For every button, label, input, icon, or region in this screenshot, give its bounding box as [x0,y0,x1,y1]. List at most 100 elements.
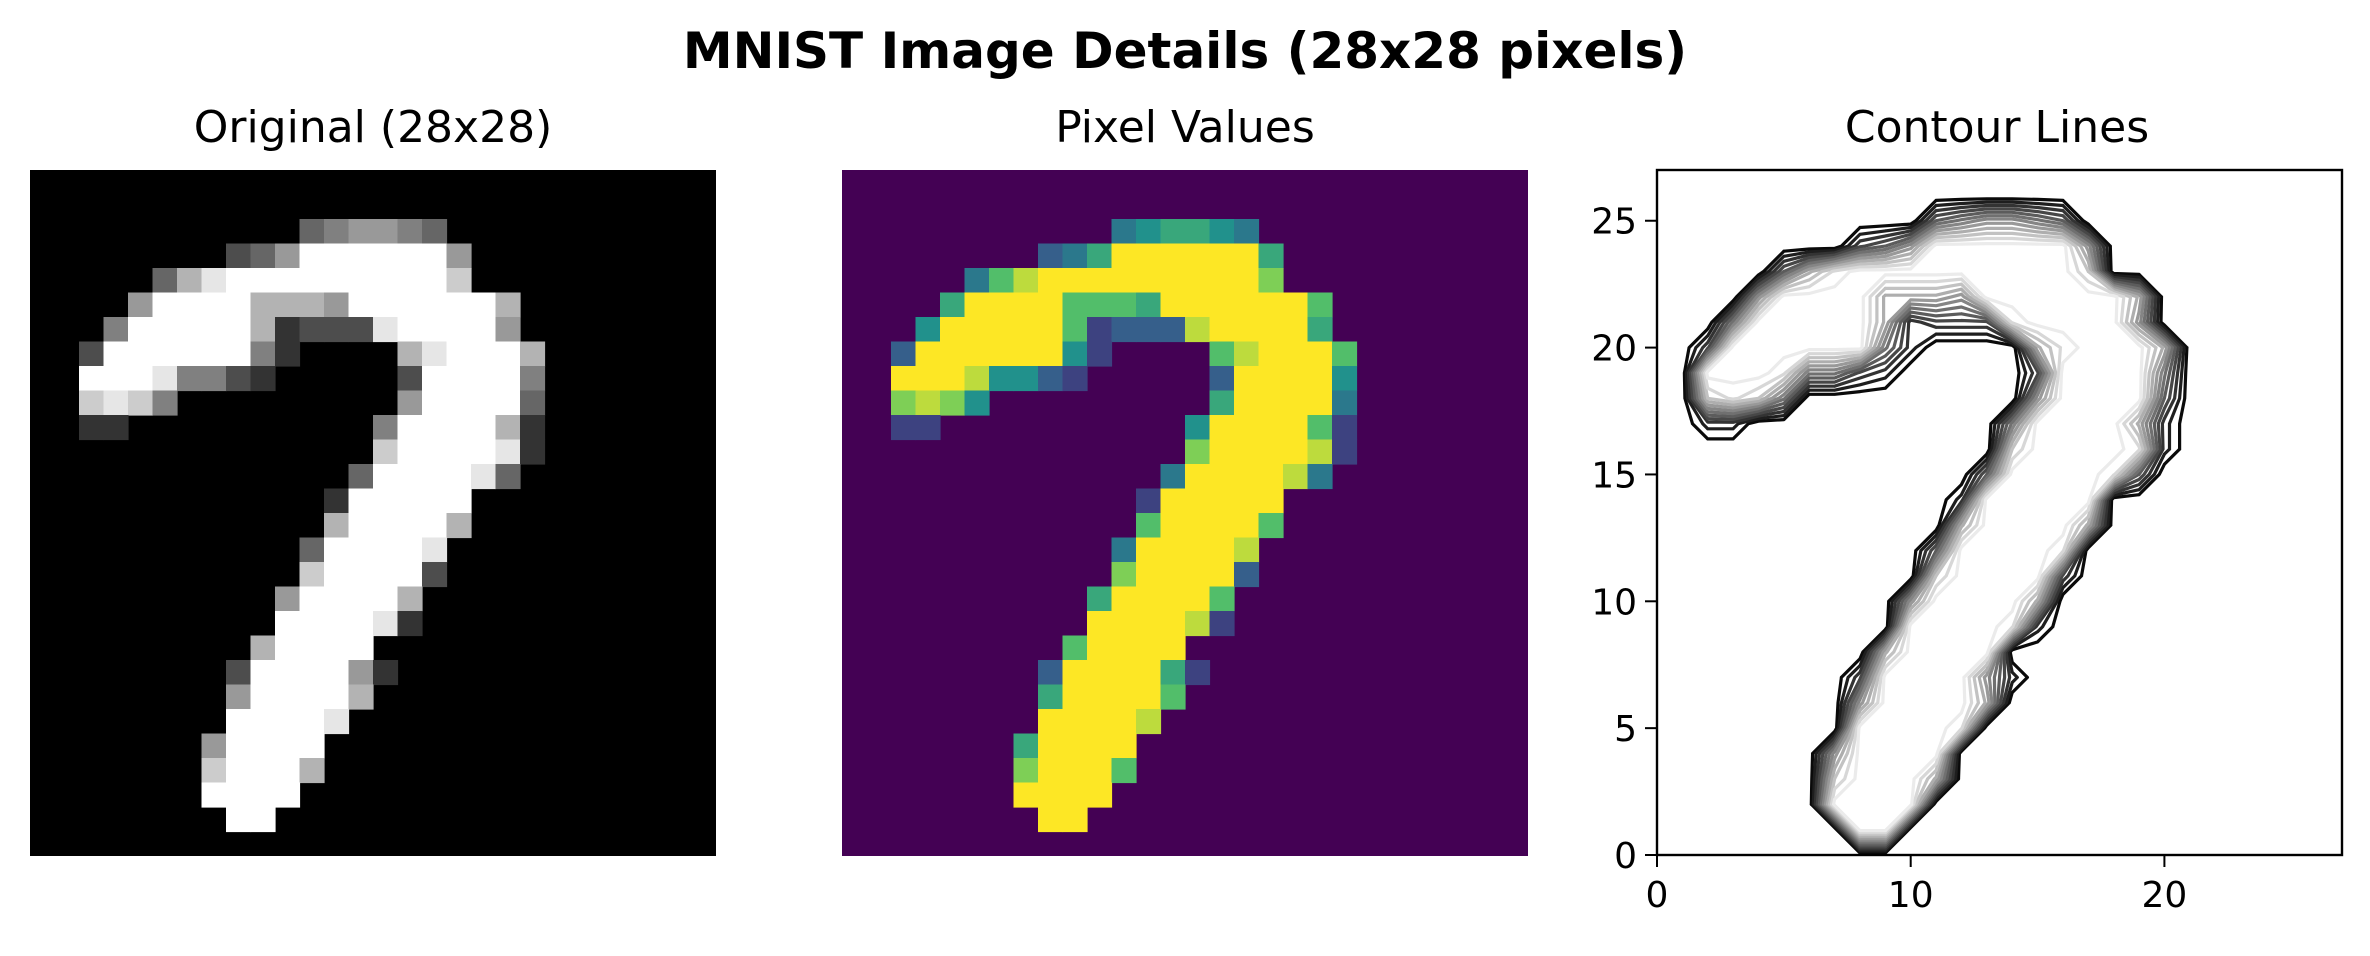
pixel [1185,268,1211,294]
pixel [1185,537,1211,563]
x-tick-label: 10 [1888,875,1934,916]
pixel [422,464,448,490]
pixel [299,660,325,686]
pixel [1283,390,1309,416]
pixel [299,219,325,245]
pixel [446,513,472,539]
pixel [1013,782,1039,808]
pixel [324,219,350,245]
pixel [1038,268,1064,294]
pixel [226,366,252,392]
pixel [1185,464,1211,490]
pixel [275,660,301,686]
pixel [1087,758,1113,784]
pixel [324,317,350,343]
pixel [299,268,325,294]
pixel [397,562,423,588]
pixel [1307,292,1333,318]
pixel [1209,464,1235,490]
pixel [989,341,1015,367]
pixel [348,219,374,245]
pixel [1087,317,1113,343]
pixel [324,660,350,686]
pixel [1087,635,1113,661]
pixel [989,292,1015,318]
x-tick-label: 0 [1646,875,1669,916]
pixel [1160,488,1186,514]
pixel [275,733,301,759]
pixel [275,635,301,661]
pixel [1209,586,1235,612]
pixel [1185,660,1211,686]
pixel [226,758,252,784]
pixel [299,758,325,784]
pixel [1283,341,1309,367]
pixel [1258,366,1284,392]
pixel [79,415,105,441]
pixel [940,341,966,367]
pixel [1185,415,1211,441]
pixel [940,292,966,318]
pixel [520,390,546,416]
pixel [152,390,178,416]
pixel [226,684,252,710]
pixel [275,317,301,343]
pixel [1332,439,1358,465]
pixel [1258,390,1284,416]
pixel [299,317,325,343]
pixel [1111,268,1137,294]
pixel [1160,562,1186,588]
pixel [1062,317,1088,343]
y-tick-label: 25 [1591,202,1637,243]
pixel [348,243,374,269]
pixel [348,317,374,343]
pixel [201,758,227,784]
pixel [422,537,448,563]
pixel [1209,268,1235,294]
pixel [520,439,546,465]
pixel [1185,317,1211,343]
pixel [1209,292,1235,318]
pixel [1234,366,1260,392]
pixel [446,464,472,490]
pixel [495,390,521,416]
pixel [1136,635,1162,661]
pixel [299,733,325,759]
pixel [373,464,399,490]
pixel [1258,292,1284,318]
pixel [348,660,374,686]
pixel [1258,317,1284,343]
pixel [1038,782,1064,808]
pixel [1209,488,1235,514]
pixel [446,390,472,416]
pixel [324,292,350,318]
pixel [275,684,301,710]
pixel [422,513,448,539]
pixel [348,292,374,318]
pixel [373,415,399,441]
pixel [1111,537,1137,563]
pixel [471,415,497,441]
pixel [226,709,252,735]
pixel [275,341,301,367]
pixel [1185,513,1211,539]
pixel [422,292,448,318]
panel2-title: Pixel Values [1055,102,1315,153]
pixel [397,243,423,269]
pixel [1258,243,1284,269]
pixel [446,243,472,269]
pixel [1160,292,1186,318]
pixel [373,268,399,294]
pixel [1111,709,1137,735]
pixel [940,317,966,343]
pixel [891,366,917,392]
pixel [373,537,399,563]
pixel [1209,317,1235,343]
pixel [1307,439,1333,465]
pixel [226,782,252,808]
pixel [1307,341,1333,367]
pixel [422,439,448,465]
pixel [1062,684,1088,710]
pixel [1234,292,1260,318]
pixel [1160,586,1186,612]
